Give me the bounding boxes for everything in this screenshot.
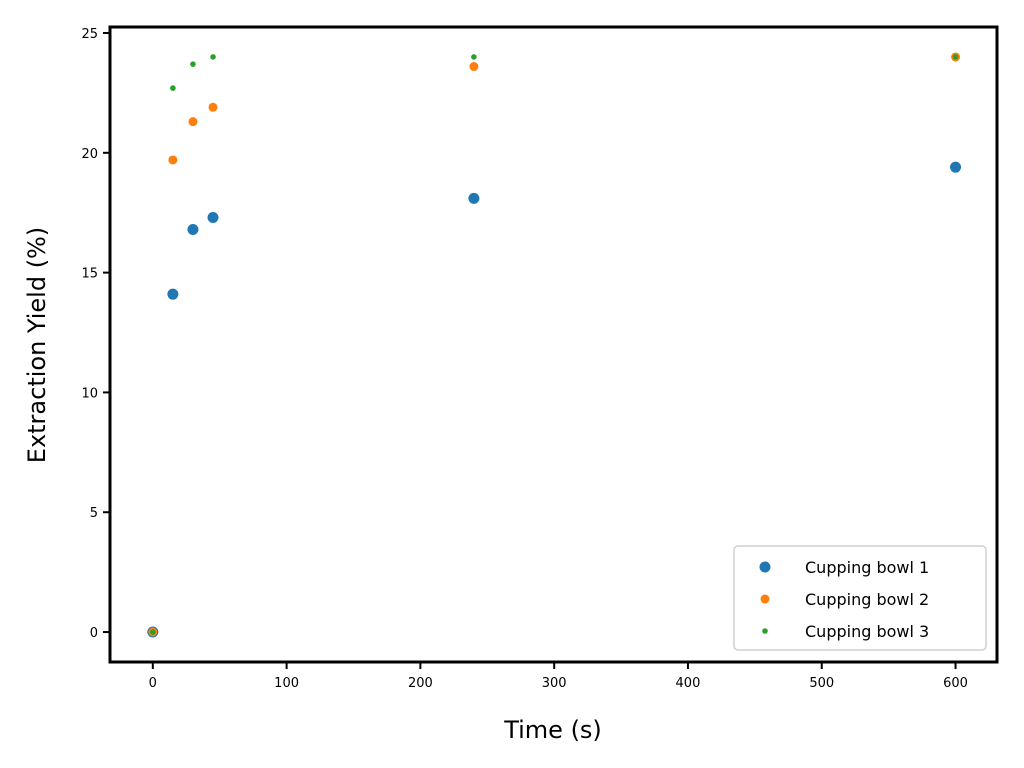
y-axis-label: Extraction Yield (%) — [23, 227, 51, 463]
data-point — [190, 61, 196, 67]
legend-marker — [760, 594, 770, 604]
legend-label: Cupping bowl 2 — [805, 590, 929, 609]
legend-frame — [733, 545, 987, 651]
data-point — [150, 629, 156, 635]
legend-label: Cupping bowl 1 — [805, 558, 929, 577]
data-point — [950, 161, 962, 173]
plot-frame — [108, 25, 999, 664]
y-tick-label: 10 — [81, 386, 98, 401]
data-point — [207, 212, 219, 223]
y-tick-label: 15 — [81, 267, 98, 282]
legend-marker — [762, 628, 768, 634]
x-tick-label: 100 — [274, 676, 299, 691]
data-point — [468, 192, 480, 204]
data-point — [168, 155, 178, 165]
data-point — [187, 223, 199, 235]
x-tick-label: 600 — [943, 676, 968, 691]
x-tick-label: 0 — [149, 676, 157, 691]
data-point — [167, 288, 179, 300]
x-tick-label: 500 — [809, 676, 834, 691]
y-tick-label: 25 — [81, 27, 98, 42]
x-tick-label: 300 — [542, 676, 567, 691]
x-tick-label: 200 — [408, 676, 433, 691]
y-tick-label: 20 — [81, 147, 98, 162]
x-axis-label: Time (s) — [503, 716, 602, 744]
y-tick-label: 0 — [90, 626, 98, 641]
data-point — [170, 85, 176, 91]
axis-ticks: 0 100 200 300 400 500 600 0 5 10 15 20 25 — [81, 27, 967, 691]
data-point — [208, 102, 218, 112]
series-3 — [150, 54, 959, 635]
y-tick-label: 5 — [90, 506, 98, 521]
legend-label: Cupping bowl 3 — [805, 622, 929, 641]
legend-marker — [759, 561, 771, 573]
data-point — [469, 62, 479, 72]
legend: Cupping bowl 1 Cupping bowl 2 Cupping bowl… — [733, 545, 987, 651]
data-points — [147, 52, 962, 638]
data-point — [210, 54, 216, 60]
data-point — [952, 54, 959, 60]
data-point — [471, 54, 477, 60]
x-tick-label: 400 — [676, 676, 701, 691]
data-point — [188, 117, 198, 127]
